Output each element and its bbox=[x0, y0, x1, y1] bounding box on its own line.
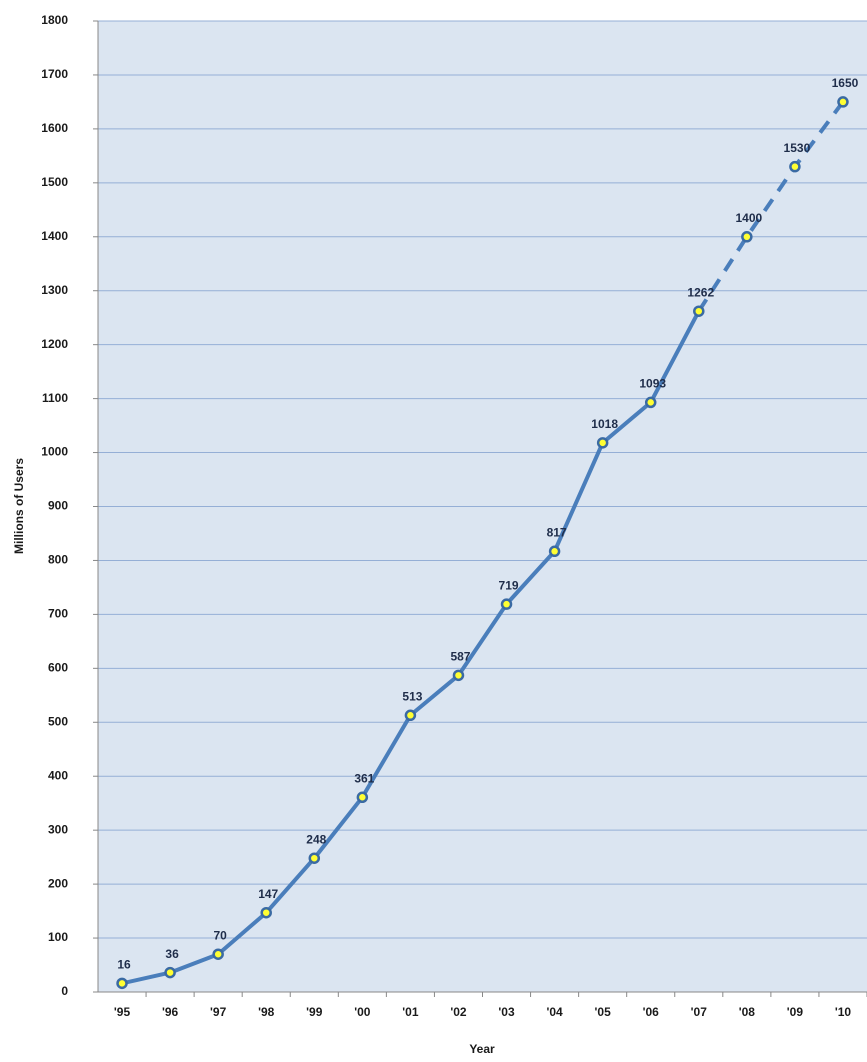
x-tick-label: '02 bbox=[450, 1005, 467, 1019]
point bbox=[310, 854, 319, 863]
x-tick-label: '09 bbox=[787, 1005, 804, 1019]
y-axis-label: Millions of Users bbox=[12, 458, 26, 554]
y-tick-label: 1600 bbox=[41, 121, 68, 135]
x-tick-label: '07 bbox=[691, 1005, 708, 1019]
x-tick-label: '03 bbox=[498, 1005, 515, 1019]
point bbox=[118, 979, 127, 988]
y-tick-label: 500 bbox=[48, 714, 68, 728]
chart: Millions of Users Year 0 100 200 300 400 500 6… bbox=[0, 0, 867, 1057]
x-tick-label: '98 bbox=[258, 1005, 275, 1019]
x-tick-label: '06 bbox=[643, 1005, 660, 1019]
point bbox=[838, 97, 847, 106]
data-label: 1530 bbox=[784, 141, 811, 155]
y-tick-label: 1400 bbox=[41, 229, 68, 243]
data-label: 719 bbox=[499, 578, 519, 592]
y-tick-label: 1000 bbox=[41, 445, 68, 459]
x-tick-label: '96 bbox=[162, 1005, 179, 1019]
data-label: 817 bbox=[547, 525, 567, 539]
point bbox=[262, 908, 271, 917]
x-tick-label: '95 bbox=[114, 1005, 131, 1019]
y-tick-label: 100 bbox=[48, 930, 68, 944]
point bbox=[166, 968, 175, 977]
point bbox=[646, 398, 655, 407]
x-tick-label: '99 bbox=[306, 1005, 323, 1019]
x-tick-label: '00 bbox=[354, 1005, 371, 1019]
y-tick-label: 700 bbox=[48, 607, 68, 621]
data-label: 70 bbox=[213, 928, 227, 942]
data-label: 587 bbox=[450, 650, 470, 664]
y-tick-label: 600 bbox=[48, 661, 68, 675]
x-tick-label: '01 bbox=[402, 1005, 419, 1019]
data-label: 16 bbox=[117, 958, 131, 972]
x-tick-label: '10 bbox=[835, 1005, 852, 1019]
y-tick-label: 1700 bbox=[41, 67, 68, 81]
y-tick-label: 400 bbox=[48, 768, 68, 782]
point bbox=[790, 162, 799, 171]
y-tick-label: 200 bbox=[48, 876, 68, 890]
page: {"chart_data": {"type": "line", "x_label… bbox=[0, 0, 867, 1057]
data-label: 248 bbox=[306, 832, 326, 846]
y-tick-label: 1300 bbox=[41, 283, 68, 297]
data-label: 513 bbox=[402, 689, 422, 703]
point bbox=[358, 793, 367, 802]
data-label: 1093 bbox=[639, 377, 666, 391]
x-tick-label: '04 bbox=[546, 1005, 563, 1019]
data-label: 361 bbox=[354, 771, 374, 785]
point bbox=[550, 547, 559, 556]
point bbox=[502, 600, 511, 609]
y-tick-label: 300 bbox=[48, 822, 68, 836]
y-tick-label: 1200 bbox=[41, 337, 68, 351]
x-tick-label: '05 bbox=[595, 1005, 612, 1019]
point bbox=[214, 950, 223, 959]
data-label: 36 bbox=[165, 947, 179, 961]
x-tick-label: '97 bbox=[210, 1005, 227, 1019]
point bbox=[598, 438, 607, 447]
y-tick-label: 1100 bbox=[42, 391, 68, 405]
data-label: 1018 bbox=[591, 417, 618, 431]
y-tick-label: 1500 bbox=[41, 175, 68, 189]
point bbox=[454, 671, 463, 680]
point bbox=[694, 307, 703, 316]
data-label: 1262 bbox=[687, 285, 714, 299]
point bbox=[406, 711, 415, 720]
data-label: 1650 bbox=[832, 76, 859, 90]
point bbox=[742, 232, 751, 241]
x-tick-label: '08 bbox=[739, 1005, 756, 1019]
data-label: 1400 bbox=[735, 211, 762, 225]
y-tick-label: 900 bbox=[48, 499, 68, 513]
data-label: 147 bbox=[258, 887, 278, 901]
y-tick-label: 800 bbox=[48, 553, 68, 567]
y-tick-label: 1800 bbox=[41, 13, 68, 27]
y-tick-label: 0 bbox=[61, 984, 68, 998]
x-axis-label: Year bbox=[469, 1042, 495, 1056]
